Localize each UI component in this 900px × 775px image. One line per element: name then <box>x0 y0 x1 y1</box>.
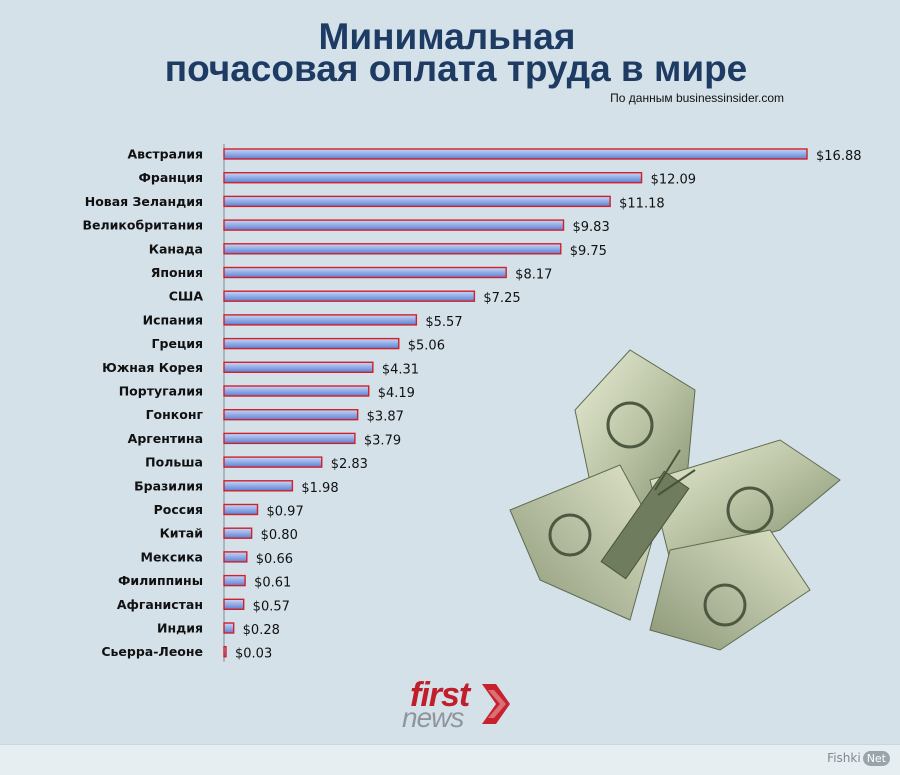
watermark-site: Fishki <box>827 751 861 765</box>
watermark-badge: Net <box>862 751 890 766</box>
chart-title-line1: Минимальная <box>318 16 576 57</box>
bar <box>223 290 476 302</box>
value-label: $3.87 <box>367 410 404 425</box>
bar <box>223 622 235 634</box>
bar <box>223 148 808 160</box>
value-label: $0.80 <box>261 528 298 543</box>
bar <box>223 337 400 350</box>
bar <box>223 456 323 468</box>
category-label: Бразилия <box>134 478 203 493</box>
source-note: По данным businessinsider.com <box>610 91 784 105</box>
category-label: Новая Зеландия <box>85 194 203 209</box>
bar <box>223 171 643 184</box>
logo-news-text: news <box>402 702 464 733</box>
value-label: $4.31 <box>382 362 419 377</box>
category-label: США <box>169 289 204 304</box>
value-label: $12.09 <box>651 173 697 188</box>
category-label: Польша <box>145 455 203 470</box>
value-label: $3.79 <box>364 433 401 448</box>
category-label: Франция <box>139 170 203 185</box>
bar <box>223 385 370 397</box>
bar <box>223 243 562 255</box>
category-label: Китай <box>160 526 203 541</box>
category-label: Афганистан <box>117 597 203 612</box>
value-label: $1.98 <box>301 481 338 496</box>
bar <box>223 409 359 421</box>
value-label: $0.61 <box>254 576 291 591</box>
bar <box>223 503 259 516</box>
value-label: $0.97 <box>267 505 304 520</box>
category-label: Сьерра-Леоне <box>101 644 203 659</box>
value-label: $5.57 <box>425 315 462 330</box>
chevron-right-icon <box>482 684 510 724</box>
bar <box>223 598 245 610</box>
bar <box>223 551 248 563</box>
value-label: $5.06 <box>408 339 445 354</box>
value-label: $7.25 <box>483 291 520 306</box>
fishki-watermark: Fishki Net <box>827 751 890 766</box>
bar <box>223 432 356 445</box>
category-label: Южная Корея <box>102 360 203 375</box>
origami-dollar-butterfly-illustration <box>509 349 841 651</box>
bar <box>223 266 507 279</box>
bar <box>223 527 253 539</box>
value-label: $8.17 <box>515 268 552 283</box>
category-label: Канада <box>149 241 203 256</box>
category-label: Филиппины <box>118 573 203 588</box>
value-label: $4.19 <box>378 386 415 401</box>
bar <box>223 480 294 492</box>
bar <box>223 219 565 231</box>
bar <box>223 574 246 587</box>
chart-title-line2: почасовая оплата труда в мире <box>164 48 748 89</box>
category-label: Португалия <box>119 384 203 399</box>
bar <box>223 361 374 373</box>
bar <box>223 314 418 326</box>
category-label: Индия <box>157 621 203 636</box>
value-label: $9.83 <box>573 220 610 235</box>
category-label: Аргентина <box>128 431 203 446</box>
category-label: Великобритания <box>82 218 203 233</box>
value-label: $2.83 <box>331 457 368 472</box>
bar <box>223 195 611 208</box>
value-label: $0.66 <box>256 552 293 567</box>
category-label: Япония <box>151 265 203 280</box>
value-label: $9.75 <box>570 244 607 259</box>
footer-bar: Fishki Net <box>0 744 900 775</box>
logo-first-text: first <box>410 676 470 714</box>
category-label: Греция <box>152 336 203 351</box>
category-label: Австралия <box>127 147 203 162</box>
category-label: Испания <box>143 312 203 327</box>
value-label: $16.88 <box>816 149 862 164</box>
category-label: Россия <box>154 502 203 517</box>
value-label: $0.28 <box>243 623 280 638</box>
firstnews-logo: first news <box>392 676 522 736</box>
value-label: $0.03 <box>235 647 272 662</box>
value-label: $0.57 <box>253 599 290 614</box>
category-label: Гонконг <box>146 407 204 422</box>
value-label: $11.18 <box>619 196 665 211</box>
bar <box>223 646 227 658</box>
category-label: Мексика <box>141 549 204 564</box>
